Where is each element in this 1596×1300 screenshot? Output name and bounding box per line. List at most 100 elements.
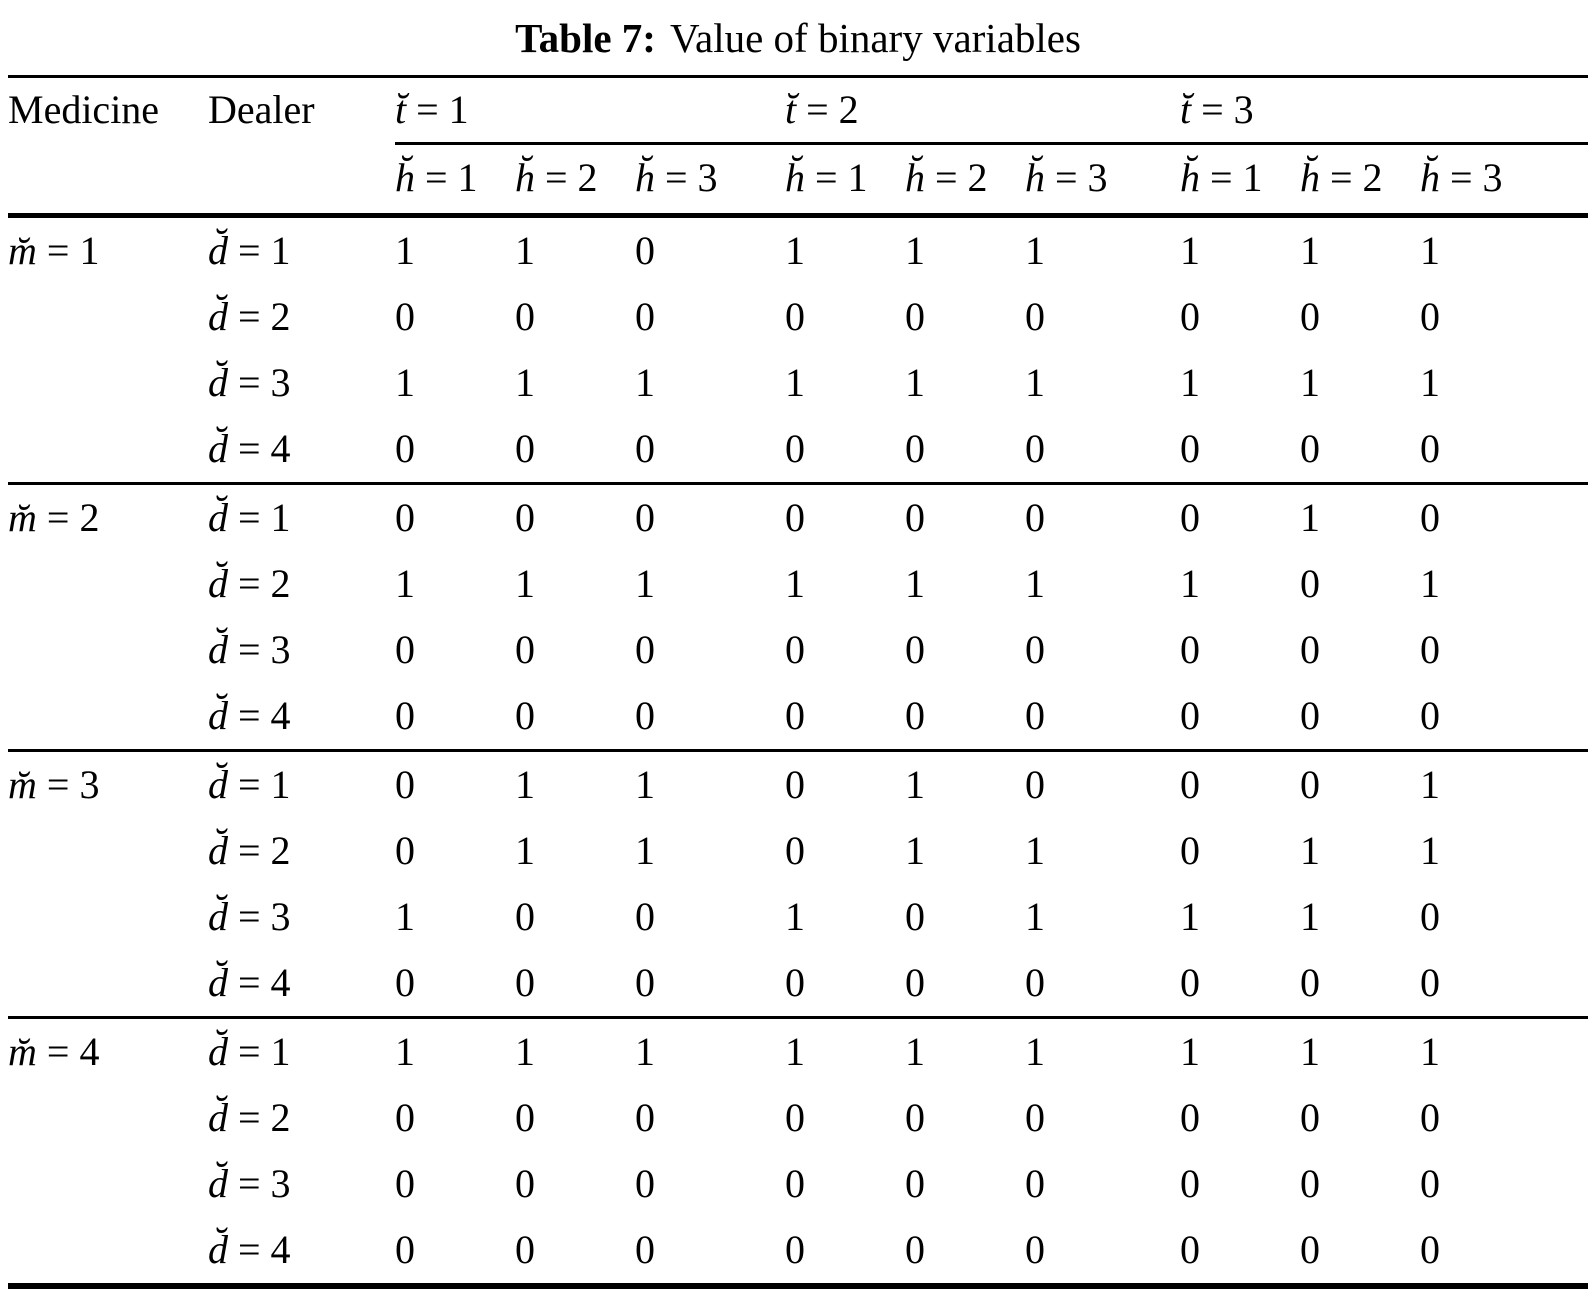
math-rest: = 4	[238, 426, 291, 471]
cell-value: 0	[1300, 960, 1320, 1005]
cell-value: 1	[1420, 1016, 1588, 1085]
cell-value: 0	[1420, 426, 1440, 471]
medicine-label: m̆ = 1	[8, 216, 208, 484]
cell-value: 0	[1300, 627, 1320, 672]
cell-value: 0	[1025, 749, 1145, 818]
cell-value: 0	[1180, 426, 1200, 471]
math-var: d̆	[208, 693, 228, 738]
cell-value: 0	[785, 426, 805, 471]
math-rest: = 3	[238, 627, 291, 672]
cell-value: 1	[1300, 828, 1320, 873]
cell-value: 0	[905, 1095, 925, 1140]
cell-value: 1	[515, 1016, 635, 1085]
cell-value: 0	[1180, 693, 1200, 738]
math-rest: = 1	[46, 228, 100, 273]
cell-value: 1	[395, 561, 415, 606]
cell-value: 0	[905, 627, 925, 672]
math-rest: = 2	[238, 828, 291, 873]
dealer-label: d̆ = 4	[208, 416, 395, 484]
col-header-h: h̆ = 1	[755, 143, 905, 218]
cell-value: 0	[905, 960, 925, 1005]
cell-value: 0	[1420, 627, 1440, 672]
math-rest: = 2	[935, 155, 988, 200]
cell-value: 1	[395, 360, 415, 405]
math-var: h̆	[785, 155, 805, 200]
medicine-label: m̆ = 4	[8, 1016, 208, 1286]
math-var: d̆	[208, 1227, 228, 1272]
table-caption-label: Table 7:	[515, 15, 656, 61]
dealer-label: d̆ = 4	[208, 950, 395, 1018]
cell-value: 0	[1025, 482, 1145, 551]
col-header-medicine: Medicine	[8, 76, 208, 218]
math-var: d̆	[208, 561, 228, 606]
cell-value: 1	[1420, 749, 1588, 818]
cell-value: 0	[1025, 1095, 1045, 1140]
cell-value: 1	[635, 749, 755, 818]
math-var: m̆	[8, 1029, 37, 1074]
math-rest: = 2	[238, 561, 291, 606]
math-var: d̆	[208, 894, 228, 939]
cell-value: 0	[1180, 1227, 1200, 1272]
cell-value: 0	[1300, 749, 1420, 818]
col-header-h: h̆ = 2	[1300, 143, 1420, 218]
dealer-label: d̆ = 2	[208, 551, 395, 617]
dealer-label: d̆ = 4	[208, 683, 395, 751]
math-eq-t: = 2	[806, 87, 859, 132]
cell-value: 1	[1180, 894, 1200, 939]
cell-value: 0	[515, 960, 535, 1005]
cell-value: 0	[1025, 426, 1045, 471]
cell-value: 0	[1420, 1161, 1440, 1206]
cell-value: 1	[755, 1016, 905, 1085]
cell-value: 0	[1420, 960, 1440, 1005]
cell-value: 0	[635, 294, 655, 339]
math-rest: = 1	[238, 1029, 291, 1074]
cell-value: 0	[395, 828, 415, 873]
math-rest: = 2	[46, 495, 100, 540]
dealer-label: d̆ = 1	[208, 1016, 395, 1085]
cell-value: 0	[635, 1227, 655, 1272]
cell-value: 0	[515, 1095, 535, 1140]
cell-value: 0	[635, 1095, 655, 1140]
cell-value: 0	[515, 1161, 535, 1206]
cell-value: 0	[395, 749, 515, 818]
cell-value: 0	[635, 426, 655, 471]
table-caption: Table 7: Value of binary variables	[0, 12, 1596, 64]
math-var: d̆	[208, 495, 228, 540]
cell-value: 1	[1420, 828, 1440, 873]
cell-value: 0	[1025, 1161, 1045, 1206]
col-header-t3: t̆ = 3	[1145, 76, 1588, 145]
cell-value: 0	[515, 1227, 535, 1272]
cell-value: 0	[635, 228, 655, 273]
cell-value: 1	[1300, 1016, 1420, 1085]
cell-value: 0	[1025, 1227, 1045, 1272]
math-rest: = 1	[238, 762, 291, 807]
cell-value: 0	[635, 894, 655, 939]
cell-value: 1	[635, 561, 655, 606]
col-header-h: h̆ = 1	[1145, 143, 1300, 218]
math-rest: = 3	[238, 894, 291, 939]
cell-value: 1	[905, 749, 1025, 818]
header-row-h: h̆ = 1 h̆ = 2 h̆ = 3 h̆ = 1 h̆ = 2 h̆ = 3 h̆ =…	[8, 143, 1588, 218]
math-var: h̆	[905, 155, 925, 200]
math-rest: = 1	[238, 228, 291, 273]
math-rest: = 2	[238, 294, 291, 339]
math-var: h̆	[1300, 155, 1320, 200]
cell-value: 1	[395, 1016, 515, 1085]
cell-value: 0	[785, 1161, 805, 1206]
cell-value: 1	[635, 1016, 755, 1085]
dealer-label: d̆ = 1	[208, 216, 395, 285]
cell-value: 1	[1025, 561, 1045, 606]
dealer-label: d̆ = 2	[208, 1085, 395, 1151]
cell-value: 0	[785, 693, 805, 738]
cell-value: 0	[1025, 960, 1045, 1005]
cell-value: 0	[755, 749, 905, 818]
math-var: h̆	[635, 155, 655, 200]
cell-value: 0	[785, 960, 805, 1005]
col-header-h: h̆ = 3	[635, 143, 755, 218]
cell-value: 0	[1420, 894, 1440, 939]
col-header-t2: t̆ = 2	[755, 76, 1145, 145]
